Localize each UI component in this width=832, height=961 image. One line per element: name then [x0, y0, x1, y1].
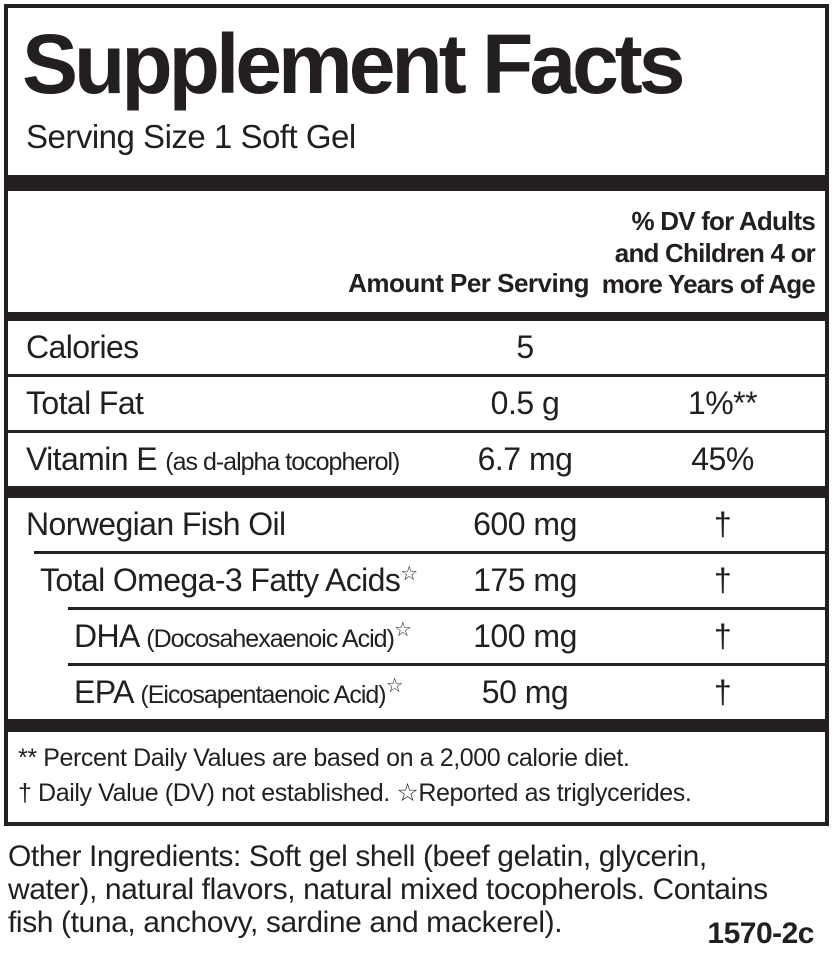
nutrient-dv: † [713, 506, 732, 542]
nutrient-name: Vitamin E (as d-alpha tocopherol) [26, 441, 430, 478]
footnotes: ** Percent Daily Values are based on a 2… [8, 732, 825, 822]
supplement-facts-panel: Supplement Facts Serving Size 1 Soft Gel… [4, 4, 829, 826]
serving-size: Serving Size 1 Soft Gel [26, 118, 356, 155]
row-epa: EPA (Eicosapentaenoic Acid)☆ 50 mg † [8, 666, 825, 719]
nutrient-amount: 175 mg [473, 562, 577, 598]
nutrient-note: (as d-alpha tocopherol) [165, 448, 400, 476]
section-bar-medium [8, 486, 825, 498]
nutrient-label: Total Omega-3 Fatty Acids [40, 562, 401, 598]
nutrient-amount: 50 mg [481, 674, 569, 710]
section-bar-thick [8, 175, 825, 191]
dv-header-line-3: more Years of Age [601, 268, 816, 299]
item-code: 1570-2c [707, 917, 814, 950]
nutrient-name: Total Fat [26, 385, 144, 421]
star-symbol: ☆ [393, 619, 412, 641]
masthead: Supplement Facts Serving Size 1 Soft Gel [8, 8, 825, 175]
nutrient-amount: 0.5 g [490, 385, 560, 421]
nutrient-label: Vitamin E [26, 441, 158, 477]
other-ingredients: Other Ingredients: Soft gel shell (beef … [8, 840, 832, 939]
nutrient-amount: 5 [516, 329, 534, 365]
section-bar-medium [8, 719, 825, 732]
nutrient-amount: 600 mg [473, 506, 577, 542]
nutrient-name: DHA (Docosahexaenoic Acid)☆ [26, 618, 430, 655]
nutrient-name: EPA (Eicosapentaenoic Acid)☆ [26, 674, 430, 711]
other-ingredients-line-3: fish (tuna, anchovy, sardine and mackere… [8, 906, 563, 939]
nutrient-note: (Docosahexaenoic Acid) [146, 625, 395, 653]
nutrient-note: (Eicosapentaenoic Acid) [140, 681, 386, 709]
panel-title: Supplement Facts [22, 17, 685, 111]
nutrient-dv: 1%** [687, 385, 758, 421]
row-separator-indented [34, 551, 825, 554]
nutrient-name: Norwegian Fish Oil [26, 506, 286, 542]
star-symbol: ☆ [385, 675, 404, 697]
row-total-fat: Total Fat 0.5 g 1%** [8, 377, 825, 430]
row-separator-indented [68, 607, 825, 610]
row-dha: DHA (Docosahexaenoic Acid)☆ 100 mg † [8, 610, 825, 663]
other-ingredients-line-2: water), natural flavors, natural mixed t… [8, 873, 768, 906]
row-separator [8, 374, 825, 377]
nutrient-label: EPA [74, 674, 133, 710]
row-total-omega3: Total Omega-3 Fatty Acids☆ 175 mg † [8, 554, 825, 607]
nutrient-dv: † [713, 562, 732, 598]
amount-column-header: Amount Per Serving [348, 268, 589, 298]
row-separator [8, 430, 825, 433]
nutrient-label: DHA [74, 618, 139, 654]
nutrient-dv: † [713, 674, 732, 710]
section-bar-medium [8, 312, 825, 321]
dv-column-header: % DV for Adults and Children 4 or more Y… [601, 206, 816, 300]
nutrient-name: Calories [26, 329, 139, 365]
row-calories: Calories 5 [8, 321, 825, 374]
column-headers: Amount Per Serving % DV for Adults and C… [8, 191, 825, 312]
other-ingredients-line-1: Other Ingredients: Soft gel shell (beef … [8, 840, 707, 873]
row-separator-indented [68, 663, 825, 666]
nutrient-dv: † [713, 618, 732, 654]
below-panel: Other Ingredients: Soft gel shell (beef … [8, 840, 832, 951]
row-vitamin-e: Vitamin E (as d-alpha tocopherol) 6.7 mg… [8, 433, 825, 486]
dv-header-line-1: % DV for Adults [631, 206, 816, 237]
footnote-dv-not-established: † Daily Value (DV) not established. ☆Rep… [18, 778, 692, 807]
nutrient-amount: 100 mg [473, 618, 577, 654]
star-symbol: ☆ [400, 563, 419, 585]
nutrient-amount: 6.7 mg [477, 441, 573, 477]
nutrient-name: Total Omega-3 Fatty Acids☆ [26, 562, 430, 599]
footnote-daily-values: ** Percent Daily Values are based on a 2… [18, 744, 630, 772]
nutrient-dv: 45% [691, 441, 754, 477]
dv-header-line-2: and Children 4 or [614, 237, 816, 268]
row-norwegian-fish-oil: Norwegian Fish Oil 600 mg † [8, 498, 825, 551]
